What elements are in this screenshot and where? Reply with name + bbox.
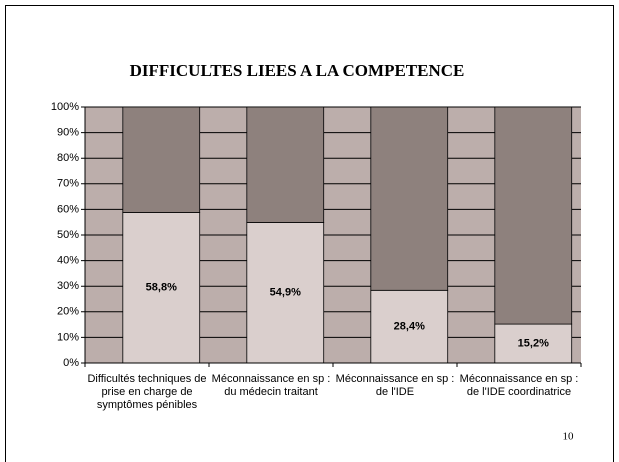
y-tick-label: 40%	[57, 255, 79, 267]
y-tick-label: 70%	[57, 178, 79, 190]
y-tick-label: 100%	[51, 101, 79, 113]
x-tick-label: Méconnaissance en sp : du médecin traita…	[211, 373, 331, 398]
chart-title: DIFFICULTES LIEES A LA COMPETENCE	[130, 61, 465, 80]
y-tick-label: 80%	[57, 152, 79, 164]
data-label: 54,9%	[270, 287, 301, 299]
data-label: 58,8%	[146, 282, 177, 294]
bar-segment	[370, 106, 449, 291]
bar-segment	[370, 289, 449, 364]
y-tick-label: 90%	[57, 127, 79, 139]
y-tick-label: 20%	[57, 306, 79, 318]
y-tick-label: 30%	[57, 280, 79, 292]
y-tick-label: 10%	[57, 331, 79, 343]
x-tick-label: Méconnaissance en sp : de l'IDE	[335, 373, 455, 398]
x-tick-label: Méconnaissance en sp : de l'IDE coordina…	[459, 373, 579, 398]
y-tick-label: 60%	[57, 203, 79, 215]
bar-segment	[246, 222, 325, 364]
data-label: 15,2%	[518, 337, 549, 349]
y-tick-label: 0%	[63, 357, 79, 369]
bar-segment	[246, 106, 325, 223]
bar-segment	[122, 106, 201, 213]
bar-segment	[122, 212, 201, 364]
data-label: 28,4%	[394, 321, 425, 333]
y-tick-label: 50%	[57, 229, 79, 241]
slide-border	[5, 5, 614, 462]
bar-segment	[494, 106, 573, 325]
page-number: 10	[563, 431, 575, 443]
x-tick-label: Difficultés techniques de prise en charg…	[87, 373, 207, 411]
